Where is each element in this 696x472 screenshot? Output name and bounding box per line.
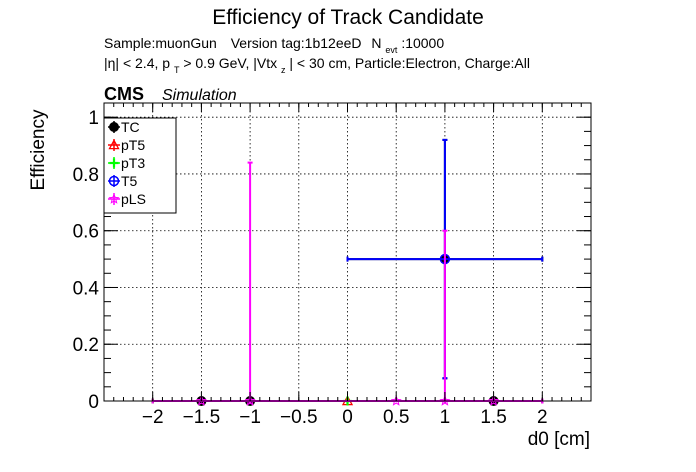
x-tick-label: 1.5 [480, 407, 506, 428]
eta-cut-label: |η| < 2.4, p [104, 55, 170, 71]
legend-marker [108, 139, 120, 150]
legend-label: TC [121, 119, 140, 135]
y-tick-label: 0.6 [73, 222, 99, 243]
legend-marker [109, 158, 119, 168]
x-tick-label: 0 [342, 407, 353, 428]
nevt-subscript: evt [385, 45, 398, 55]
x-tick-label: 1 [440, 407, 451, 428]
pt-cut-label: > 0.9 GeV, |Vtx [183, 55, 277, 71]
chart-subtitle-line2: |η| < 2.4, p T > 0.9 GeV, |Vtx z | < 30 … [104, 55, 530, 76]
x-tick-label: 0.5 [383, 407, 409, 428]
y-tick-label: 0.8 [73, 165, 99, 186]
nevt-label: N [371, 35, 381, 51]
legend-entry-pT5: pT5 [108, 137, 145, 153]
data-point [244, 161, 256, 406]
x-tick-label: −1 [239, 407, 261, 428]
legend: TC pT5 pT3 T5 pLS [103, 117, 177, 214]
nevt-value: :10000 [401, 35, 444, 51]
legend-label: pLS [121, 191, 146, 207]
cms-label: CMS [104, 84, 144, 104]
legend-marker [108, 193, 120, 204]
legend-label: pT5 [121, 137, 145, 153]
x-tick-label: −2 [142, 407, 164, 428]
axes: −2 −1.5 −1 −0.5 0 0.5 1 1.5 2 0 0.2 0.4 0.6 0.8 1 [73, 102, 592, 428]
chart-subtitle-line1: Sample:muonGun Version tag:1b12eeD N evt… [104, 35, 444, 56]
pt-subscript: T [174, 65, 180, 75]
legend-entry-T5: T5 [108, 173, 138, 189]
x-tick-label: 2 [537, 407, 548, 428]
legend-marker [108, 175, 120, 187]
y-axis-label: Efficiency [28, 109, 49, 190]
chart-title: Efficiency of Track Candidate [212, 6, 484, 29]
version-label: Version tag:1b12eeD [231, 35, 362, 51]
legend-entry-TC: TC [108, 119, 140, 135]
point-marker [488, 395, 500, 406]
selection-label: | < 30 cm, Particle:Electron, Charge:All [289, 55, 530, 71]
simulation-label: Simulation [162, 87, 237, 104]
legend-entry-pT3: pT3 [108, 155, 145, 171]
sample-label: Sample:muonGun [104, 35, 217, 51]
y-tick-label: 0.4 [73, 278, 100, 299]
legend-label: pT3 [121, 155, 145, 171]
grid-lines [104, 103, 591, 402]
legend-entry-pLS: pLS [108, 191, 146, 207]
x-tick-label: −1.5 [183, 407, 221, 428]
x-axis-label: d0 [cm] [528, 429, 590, 450]
y-tick-label: 1 [88, 108, 99, 129]
legend-marker [109, 122, 119, 132]
y-tick-label: 0.2 [73, 335, 99, 356]
vtx-subscript: z [281, 65, 286, 75]
x-tick-label: −0.5 [280, 407, 318, 428]
legend-label: T5 [121, 173, 138, 189]
point-marker [195, 395, 207, 406]
point-marker [390, 395, 402, 406]
y-tick-label: 0 [88, 392, 99, 413]
